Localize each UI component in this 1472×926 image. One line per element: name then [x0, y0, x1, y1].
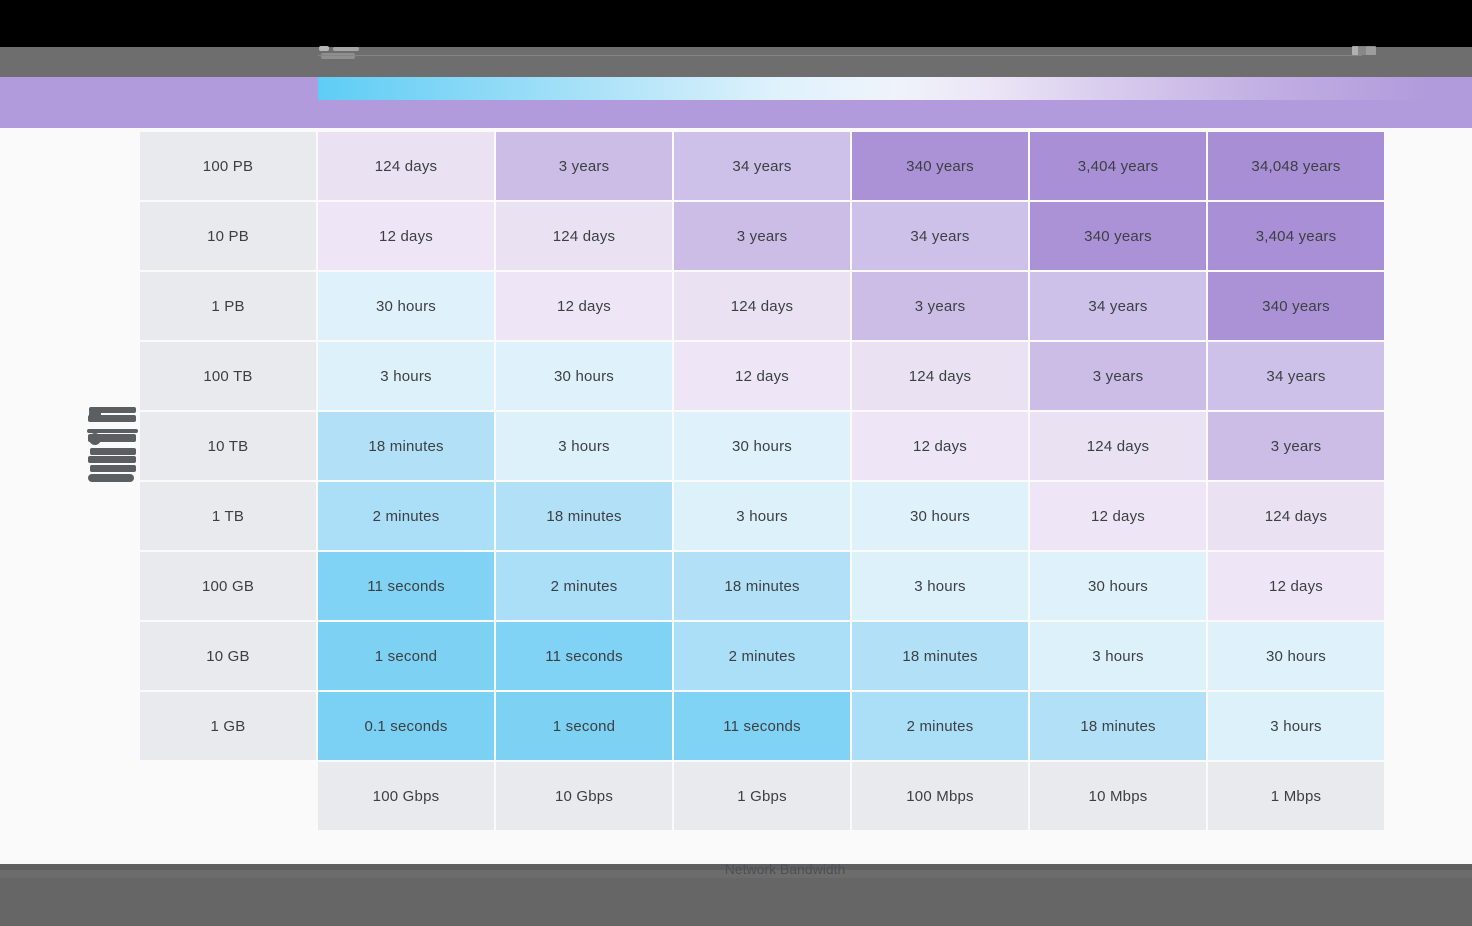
row-label: 100 TB — [140, 342, 316, 410]
row-label: 1 GB — [140, 692, 316, 760]
column-header: 10 Gbps — [496, 762, 672, 830]
heatmap-cell: 3 hours — [318, 342, 494, 410]
heatmap-cell: 3 hours — [496, 412, 672, 480]
heatmap-cell: 18 minutes — [318, 412, 494, 480]
redacted-glyph — [321, 53, 355, 59]
heatmap-cell: 3,404 years — [1030, 132, 1206, 200]
toolbar-label-redacted — [319, 45, 365, 61]
heatmap-cell: 34 years — [852, 202, 1028, 270]
redacted-glyph — [87, 429, 138, 433]
toolbar-slider-track[interactable] — [318, 55, 1362, 56]
column-header: 100 Gbps — [318, 762, 494, 830]
heatmap-cell: 34 years — [674, 132, 850, 200]
heatmap-cell: 34 years — [1030, 272, 1206, 340]
heatmap-cell: 11 seconds — [318, 552, 494, 620]
heatmap-cell: 340 years — [852, 132, 1028, 200]
toolbar-right-control-icon[interactable] — [1352, 46, 1376, 55]
row-label: 10 GB — [140, 622, 316, 690]
heatmap-cell: 30 hours — [852, 482, 1028, 550]
redacted-glyph — [89, 408, 101, 421]
heatmap-cell: 30 hours — [496, 342, 672, 410]
redacted-glyph — [319, 46, 329, 51]
heatmap-cell: 18 minutes — [1030, 692, 1206, 760]
heatmap-cell: 30 hours — [1030, 552, 1206, 620]
heatmap-cell: 12 days — [1208, 552, 1384, 620]
x-axis-label: Network Bandwidth — [724, 861, 846, 877]
heatmap-cell: 30 hours — [674, 412, 850, 480]
row-label: 1 TB — [140, 482, 316, 550]
heatmap-cell: 3 years — [674, 202, 850, 270]
heatmap-cell: 11 seconds — [674, 692, 850, 760]
column-header: 1 Gbps — [674, 762, 850, 830]
row-label: 10 TB — [140, 412, 316, 480]
heatmap-cell: 124 days — [852, 342, 1028, 410]
heatmap-cell: 3,404 years — [1208, 202, 1384, 270]
footer-bar — [0, 864, 1472, 926]
heatmap-cell: 1 second — [318, 622, 494, 690]
redacted-glyph — [89, 433, 101, 445]
heatmap-cell: 2 minutes — [318, 482, 494, 550]
redacted-glyph — [88, 434, 136, 442]
redacted-glyph — [90, 448, 136, 455]
row-label: 10 PB — [140, 202, 316, 270]
column-header: 10 Mbps — [1030, 762, 1206, 830]
heatmap-cell: 12 days — [852, 412, 1028, 480]
heatmap-cell: 3 years — [1208, 412, 1384, 480]
window-titlebar — [0, 0, 1472, 47]
heatmap-cell: 124 days — [1030, 412, 1206, 480]
row-label: 100 PB — [140, 132, 316, 200]
legend-band — [0, 77, 1472, 128]
heatmap-cell: 18 minutes — [852, 622, 1028, 690]
heatmap-cell: 124 days — [674, 272, 850, 340]
heatmap-cell: 3 years — [496, 132, 672, 200]
heatmap-cell: 3 hours — [1030, 622, 1206, 690]
corner-spacer — [140, 762, 316, 830]
heatmap-cell: 340 years — [1208, 272, 1384, 340]
row-label: 100 GB — [140, 552, 316, 620]
heatmap-cell: 2 minutes — [496, 552, 672, 620]
color-scale-gradient — [318, 77, 1472, 100]
toolbar — [0, 45, 1472, 77]
heatmap-cell: 12 days — [496, 272, 672, 340]
heatmap-cell: 0.1 seconds — [318, 692, 494, 760]
heatmap-cell: 124 days — [496, 202, 672, 270]
heatmap-cell: 18 minutes — [496, 482, 672, 550]
heatmap-cell: 34,048 years — [1208, 132, 1384, 200]
redacted-glyph — [88, 474, 134, 482]
heatmap-cell: 18 minutes — [674, 552, 850, 620]
column-header: 1 Mbps — [1208, 762, 1384, 830]
heatmap-cell: 2 minutes — [674, 622, 850, 690]
heatmap-cell: 124 days — [1208, 482, 1384, 550]
heatmap-cell: 1 second — [496, 692, 672, 760]
column-header: 100 Mbps — [852, 762, 1028, 830]
heatmap-cell: 34 years — [1208, 342, 1384, 410]
heatmap-cell: 3 hours — [674, 482, 850, 550]
transfer-time-heatmap: 100 PB 124 days 3 years 34 years 340 years 3,… — [140, 132, 1384, 830]
heatmap-cell: 30 hours — [1208, 622, 1384, 690]
heatmap-cell: 3 hours — [1208, 692, 1384, 760]
y-axis-label-redacted — [87, 406, 138, 486]
redacted-glyph — [90, 465, 136, 472]
heatmap-cell: 30 hours — [318, 272, 494, 340]
heatmap-cell: 12 days — [674, 342, 850, 410]
redacted-glyph — [88, 456, 136, 463]
heatmap-cell: 12 days — [1030, 482, 1206, 550]
heatmap-cell: 2 minutes — [852, 692, 1028, 760]
redacted-glyph — [88, 415, 136, 422]
heatmap-cell: 11 seconds — [496, 622, 672, 690]
heatmap-cell: 12 days — [318, 202, 494, 270]
redacted-glyph — [89, 407, 136, 413]
heatmap-cell: 124 days — [318, 132, 494, 200]
redacted-glyph — [333, 47, 359, 51]
heatmap-cell: 3 years — [1030, 342, 1206, 410]
heatmap-cell: 340 years — [1030, 202, 1206, 270]
row-label: 1 PB — [140, 272, 316, 340]
heatmap-cell: 3 hours — [852, 552, 1028, 620]
heatmap-cell: 3 years — [852, 272, 1028, 340]
